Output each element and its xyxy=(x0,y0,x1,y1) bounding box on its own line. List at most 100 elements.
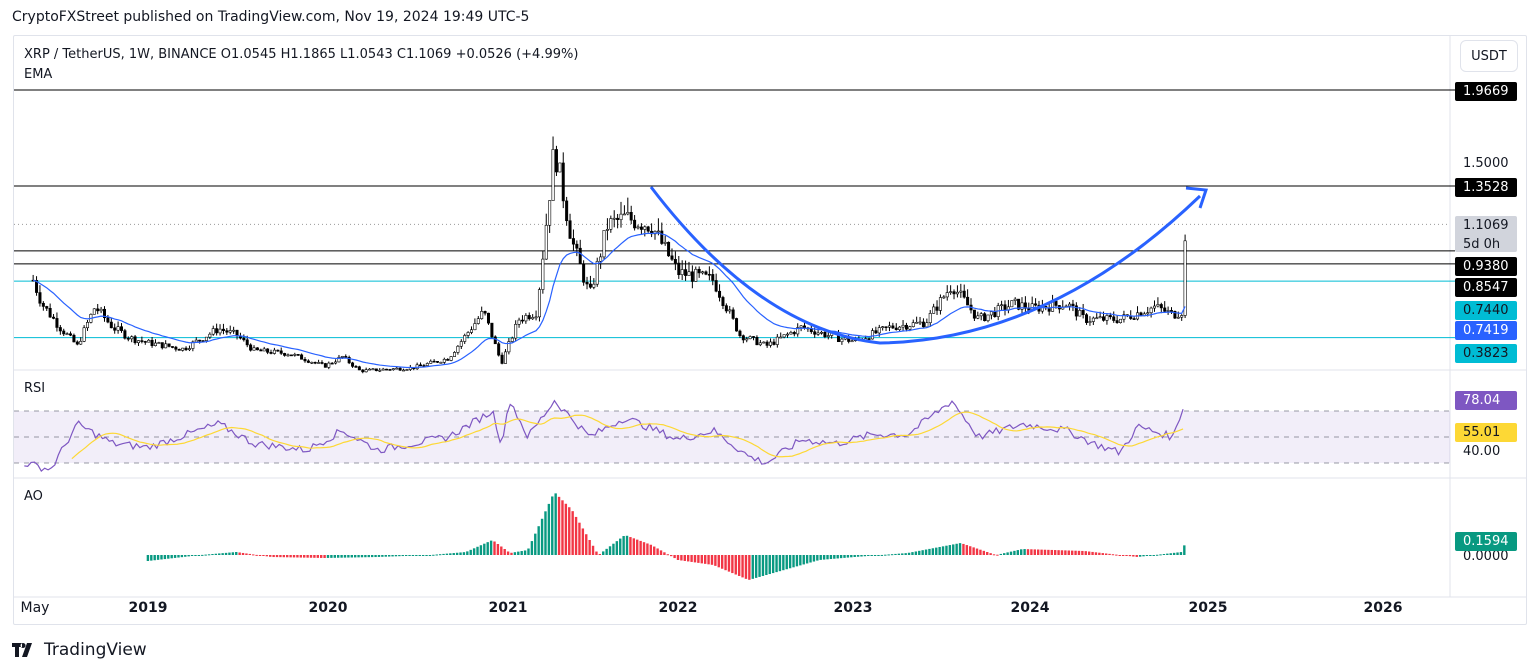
candle-body xyxy=(949,291,953,293)
ao-bar xyxy=(571,511,574,555)
candle-body xyxy=(721,297,725,306)
ao-bar xyxy=(945,545,948,555)
ao-bar xyxy=(404,555,408,556)
ao-bar xyxy=(1128,555,1132,557)
ao-bar xyxy=(540,518,544,555)
candle-body xyxy=(92,308,96,315)
rsi-tick: 40.00 xyxy=(1463,444,1501,459)
level-label: 1.9669 xyxy=(1455,82,1517,101)
ao-bar xyxy=(1111,554,1115,556)
candle-body xyxy=(1146,312,1150,315)
candle-body xyxy=(752,336,756,338)
ao-bar xyxy=(561,500,564,555)
candle-body xyxy=(660,230,664,244)
candle-body xyxy=(262,348,266,352)
ao-bar xyxy=(517,551,520,555)
ao-bar xyxy=(557,496,561,555)
ao-bar xyxy=(1009,551,1013,555)
candle-body xyxy=(354,366,358,368)
ao-bar xyxy=(887,554,890,556)
candle-body xyxy=(160,342,164,349)
ao-bar xyxy=(754,555,758,578)
ao-bar xyxy=(374,555,377,558)
candle-body xyxy=(799,325,803,328)
candle-body xyxy=(225,330,229,333)
ao-bar xyxy=(1132,555,1135,557)
candle-body xyxy=(517,319,521,325)
ao-bar xyxy=(812,555,816,562)
rsi-label[interactable]: RSI xyxy=(24,381,46,396)
candle-body xyxy=(116,326,120,331)
ao-bar xyxy=(602,551,605,555)
candle-body xyxy=(96,308,100,312)
ao-bar xyxy=(969,546,972,555)
candle-body xyxy=(453,352,457,357)
ao-bar xyxy=(187,555,190,557)
candle-body xyxy=(762,341,766,344)
candle-body xyxy=(803,325,807,329)
ao-bar xyxy=(629,537,632,555)
ao-bar xyxy=(1118,555,1121,556)
candle-body xyxy=(745,338,749,341)
candle-body xyxy=(769,341,773,346)
time-tick: 2022 xyxy=(658,600,698,616)
ao-bar xyxy=(241,552,245,555)
candle-body xyxy=(1102,316,1106,321)
ao-bar xyxy=(996,554,999,556)
ao-bar xyxy=(265,555,269,557)
ao-bar xyxy=(306,555,309,558)
ao-bar xyxy=(870,555,873,556)
candle-body xyxy=(731,309,735,319)
candle-body xyxy=(1000,304,1004,307)
ao-bar xyxy=(207,554,211,556)
candle-body xyxy=(317,362,321,364)
ao-bar xyxy=(479,545,483,555)
candle-body xyxy=(385,368,389,371)
ao-bar xyxy=(1084,551,1087,555)
ao-bar xyxy=(690,555,693,562)
ao-bar xyxy=(795,555,799,567)
ao-bar xyxy=(982,550,986,555)
candle-body xyxy=(701,271,705,274)
candle-body xyxy=(707,273,711,276)
ao-bar xyxy=(537,526,540,555)
candle-body xyxy=(425,363,429,366)
ao-bar xyxy=(761,555,765,576)
candle-body xyxy=(786,333,790,336)
ao-bar xyxy=(1026,549,1030,555)
candle-body xyxy=(187,348,191,351)
candle-body xyxy=(595,261,599,285)
candle-body xyxy=(680,269,684,276)
candle-body xyxy=(306,360,310,363)
ao-bar xyxy=(598,553,602,555)
candle-body xyxy=(792,332,796,335)
ao-bar xyxy=(275,555,279,558)
candle-body xyxy=(130,336,134,340)
ao-bar xyxy=(1030,549,1033,555)
ao-bar xyxy=(846,555,850,558)
currency-button[interactable]: USDT xyxy=(1460,40,1518,72)
candle-body xyxy=(133,336,137,344)
published-caption: CryptoFXStreet published on TradingView.… xyxy=(12,9,530,25)
candle-body xyxy=(371,368,375,371)
time-tick: 2019 xyxy=(128,600,168,616)
ao-bar xyxy=(326,555,330,558)
candle-body xyxy=(191,341,195,349)
candle-body xyxy=(901,324,905,328)
ao-bar xyxy=(255,554,258,556)
ao-bar xyxy=(320,555,323,558)
ao-bar xyxy=(632,538,636,555)
tradingview-logo[interactable]: TradingView xyxy=(12,640,147,660)
ao-label[interactable]: AO xyxy=(24,489,43,504)
candle-body xyxy=(245,339,249,346)
candle-body xyxy=(184,347,188,351)
candle-body xyxy=(585,281,589,285)
ao-bar xyxy=(367,555,370,558)
ema-indicator-label[interactable]: EMA xyxy=(24,67,53,82)
candle-body xyxy=(232,329,236,332)
ao-bar xyxy=(218,553,221,555)
candle-body xyxy=(75,341,79,345)
ao-bar xyxy=(1040,549,1043,555)
candle-body xyxy=(337,356,341,363)
